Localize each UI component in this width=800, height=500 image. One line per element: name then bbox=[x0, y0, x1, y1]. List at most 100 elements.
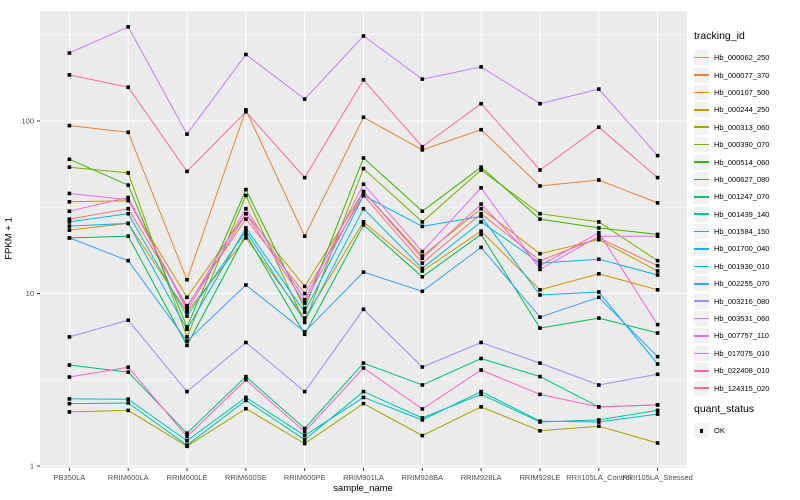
legend-entry: Hb_001584_150 bbox=[694, 223, 798, 240]
legend-line-icon bbox=[694, 248, 709, 250]
data-point-Hb_001247_070 bbox=[302, 426, 307, 431]
legend-line-icon bbox=[694, 282, 709, 285]
data-point-Hb_001584_150 bbox=[244, 395, 248, 400]
legend-line-icon bbox=[694, 109, 709, 111]
data-point-Hb_000514_060 bbox=[361, 156, 366, 160]
legend-entry: Hb_017075_010 bbox=[694, 345, 798, 362]
data-point-Hb_000390_070 bbox=[126, 171, 130, 175]
data-point-Hb_003216_080 bbox=[67, 335, 72, 339]
x-tick-label: RRIM600SE bbox=[225, 473, 267, 482]
data-point-Hb_000313_060 bbox=[302, 441, 307, 446]
data-point-Hb_003531_060 bbox=[67, 51, 72, 55]
data-point-Hb_124315_020 bbox=[420, 144, 425, 149]
data-point-Hb_124315_020 bbox=[302, 175, 307, 180]
data-point-Hb_000244_250 bbox=[479, 206, 483, 211]
x-tick-label: RRIM600LE bbox=[167, 473, 208, 482]
legend-entry: Hb_000062_250 bbox=[694, 49, 798, 66]
data-point-Hb_000390_070 bbox=[538, 211, 542, 216]
data-point-Hb_002255_070 bbox=[244, 283, 248, 287]
legend-tracking-id: tracking_id Hb_000062_250 Hb_000077_370 Hb… bbox=[694, 30, 798, 397]
data-point-Hb_003216_080 bbox=[244, 340, 248, 345]
data-point-Hb_001439_140 bbox=[244, 398, 248, 403]
data-point-Hb_017075_010 bbox=[126, 195, 130, 200]
legend-entry: Hb_000390_070 bbox=[694, 136, 798, 153]
data-point-Hb_000313_060 bbox=[361, 401, 366, 406]
legend-label: Hb_003531_060 bbox=[714, 314, 770, 324]
data-point-Hb_001584_150 bbox=[597, 420, 601, 424]
data-point-Hb_001247_070 bbox=[361, 361, 366, 365]
data-point-Hb_001439_140 bbox=[185, 443, 189, 447]
data-point-Hb_022408_010 bbox=[126, 365, 130, 369]
black-square-marker-icon bbox=[699, 428, 704, 433]
data-point-Hb_000514_060 bbox=[479, 165, 483, 169]
data-point-Hb_007757_110 bbox=[538, 267, 542, 272]
data-point-Hb_000313_060 bbox=[67, 410, 72, 414]
legend-key-swatch bbox=[694, 189, 709, 205]
data-point-Hb_001247_070 bbox=[538, 374, 542, 379]
data-point-Hb_000244_250 bbox=[597, 237, 601, 242]
legend-key-swatch bbox=[694, 311, 709, 327]
data-point-Hb_001584_150 bbox=[479, 389, 483, 394]
legend-line-icon bbox=[694, 213, 709, 215]
data-point-Hb_017075_010 bbox=[597, 230, 601, 235]
legend-label: Hb_003216_080 bbox=[714, 296, 770, 306]
data-point-Hb_001247_070 bbox=[185, 431, 189, 435]
x-tick-label: RRIM928LE bbox=[520, 473, 561, 482]
data-point-Hb_001930_010 bbox=[597, 290, 601, 294]
data-point-Hb_000627_080 bbox=[302, 332, 307, 337]
data-point-Hb_001700_040 bbox=[479, 220, 483, 224]
data-point-Hb_003216_080 bbox=[185, 389, 189, 394]
data-point-Hb_001700_040 bbox=[361, 206, 366, 211]
legend-line-icon bbox=[694, 178, 709, 181]
legend-line-icon bbox=[694, 387, 709, 389]
legend-quant-status: quant_status OK bbox=[694, 403, 798, 439]
legend-line-icon bbox=[694, 335, 709, 337]
legend-line-icon bbox=[694, 265, 709, 268]
data-point-Hb_001700_040 bbox=[597, 257, 601, 261]
legend-entry: Hb_124315_020 bbox=[694, 379, 798, 396]
data-point-Hb_001439_140 bbox=[67, 401, 72, 406]
data-point-Hb_017075_010 bbox=[655, 322, 660, 327]
data-point-Hb_002255_070 bbox=[597, 295, 601, 300]
legend-entry: Hb_000077_370 bbox=[694, 66, 798, 83]
data-point-Hb_001439_140 bbox=[655, 408, 660, 413]
data-point-Hb_003531_060 bbox=[126, 25, 130, 29]
data-point-Hb_001930_010 bbox=[538, 293, 542, 297]
data-point-Hb_000390_070 bbox=[479, 168, 483, 172]
data-point-Hb_000514_060 bbox=[126, 183, 130, 187]
data-point-Hb_001700_040 bbox=[655, 273, 660, 277]
data-point-Hb_001439_140 bbox=[420, 416, 425, 420]
legend-entry: Hb_003216_080 bbox=[694, 292, 798, 309]
legend-key-swatch bbox=[694, 328, 709, 344]
legend-line-icon bbox=[694, 126, 709, 129]
data-point-Hb_007757_110 bbox=[655, 234, 660, 238]
x-tick-label: RRIM600PE bbox=[284, 473, 326, 482]
legend-label: Hb_000244_250 bbox=[714, 105, 770, 115]
data-point-Hb_003531_060 bbox=[361, 34, 366, 38]
data-point-Hb_000313_060 bbox=[244, 406, 248, 411]
data-point-Hb_017075_010 bbox=[479, 202, 483, 206]
legend-label: Hb_001247_070 bbox=[714, 192, 770, 202]
x-tick-label: RRIM928BA bbox=[401, 473, 443, 482]
data-point-Hb_001439_140 bbox=[479, 392, 483, 397]
data-point-Hb_001700_040 bbox=[420, 266, 425, 271]
y-tick-label: 10 bbox=[26, 289, 34, 298]
legend-label: Hb_017075_010 bbox=[714, 348, 770, 358]
data-point-Hb_022408_010 bbox=[538, 392, 542, 397]
data-point-Hb_001439_140 bbox=[126, 401, 130, 405]
data-point-Hb_124315_020 bbox=[655, 175, 660, 180]
x-tick-label: RRII105LA_Stressed bbox=[622, 473, 692, 482]
legend-key-swatch bbox=[694, 137, 709, 153]
legend-label: Hb_001439_140 bbox=[714, 209, 770, 219]
legend-line-icon bbox=[694, 74, 709, 76]
data-point-Hb_000390_070 bbox=[244, 193, 248, 198]
data-point-Hb_003531_060 bbox=[479, 65, 483, 69]
data-point-Hb_001930_010 bbox=[67, 224, 72, 228]
data-point-Hb_003531_060 bbox=[420, 77, 425, 81]
legend-entry: Hb_000514_060 bbox=[694, 153, 798, 170]
legend-line-icon bbox=[694, 161, 709, 163]
data-point-Hb_002255_070 bbox=[67, 236, 72, 240]
data-point-Hb_007757_110 bbox=[67, 191, 72, 196]
legend-title-quant-status: quant_status bbox=[694, 403, 755, 415]
